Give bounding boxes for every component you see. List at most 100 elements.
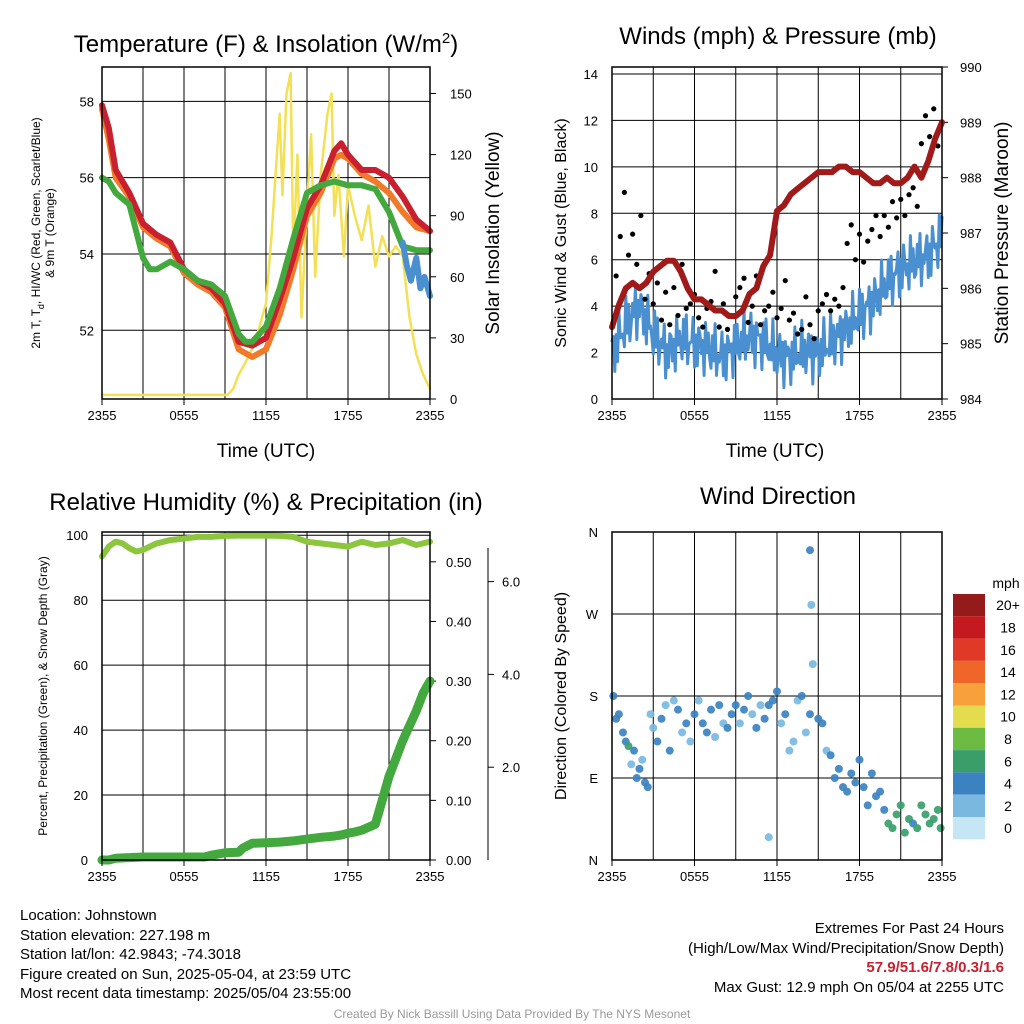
gust-point <box>927 134 933 140</box>
gust-point <box>724 326 731 332</box>
direction-point <box>630 746 638 755</box>
extremes-info: Extremes For Past 24 Hours (High/Low/Max… <box>688 919 1004 997</box>
colorbar-swatch <box>953 817 985 840</box>
y3-tick-label: 4.0 <box>502 667 520 682</box>
direction-point <box>614 710 623 719</box>
gust-point <box>902 212 908 219</box>
y2-tick-label: 0 <box>450 392 457 407</box>
gust-point <box>910 185 916 191</box>
direction-point <box>760 714 769 723</box>
direction-point <box>851 778 860 787</box>
direction-point <box>867 769 876 778</box>
direction-point <box>789 737 798 746</box>
gust-point <box>881 212 887 219</box>
direction-point <box>682 719 691 728</box>
x-tick-label: 0555 <box>170 408 199 423</box>
max-gust-text: Max Gust: 12.9 mph On 05/04 at 2255 UTC <box>713 978 1004 996</box>
location-text: Location: Johnstown <box>20 907 157 924</box>
direction-point <box>624 742 633 751</box>
ylabel-part: , HI/WC (Red, Green, Scarlet/Blue) <box>29 117 43 304</box>
gust-point <box>613 273 619 279</box>
y2-tick-label: 985 <box>960 337 982 352</box>
direction-point <box>896 801 905 810</box>
temperature-panel: 52 54 56 58 0 30 60 90 120 150 2355 0555 1155 1755 235… <box>80 66 472 423</box>
x-tick-label: 2355 <box>598 869 627 884</box>
x-tick-label: 1155 <box>252 408 280 423</box>
y2-tick-label: 90 <box>450 209 464 224</box>
direction-point <box>686 737 695 746</box>
direction-point <box>807 600 816 609</box>
gust-point <box>935 143 941 149</box>
x-tick-label: 1755 <box>334 869 363 884</box>
gust-point <box>836 303 842 309</box>
y2-tick-label: 0.30 <box>446 674 471 689</box>
colorbar-swatch <box>953 794 985 817</box>
temperature-title: Temperature (F) & Insolation (W/m2) <box>74 30 458 58</box>
recent-data-text: Most recent data timestamp: 2025/05/04 2… <box>20 985 352 1002</box>
y2-tick-label: 120 <box>450 148 472 163</box>
direction-point <box>707 705 715 714</box>
colorbar-label: 18 <box>1000 619 1016 635</box>
x-tick-label: 1755 <box>334 408 363 423</box>
gust-point <box>774 315 780 321</box>
direction-point <box>678 728 687 737</box>
direction-point <box>764 833 773 842</box>
colorbar-swatch <box>953 660 985 684</box>
direction-point <box>632 774 641 782</box>
x-tick-label: 2355 <box>88 408 117 423</box>
temperature-ylabel: 2m T, Td, HI/WC (Red, Green, Scarlet/Blu… <box>29 117 46 348</box>
latlon-text: Station lat/lon: 42.9843; -74.3018 <box>20 946 242 963</box>
colorbar-label: 6 <box>1004 753 1012 769</box>
title-superscript: 2 <box>442 30 450 47</box>
gust-point <box>922 113 929 119</box>
y2-tick-label: 0.50 <box>446 555 471 570</box>
gust-point <box>786 317 792 323</box>
gust-point <box>621 189 627 195</box>
colorbar-swatch <box>953 772 985 795</box>
temperature-xlabel: Time (UTC) <box>217 441 316 462</box>
x-tick-label: 0555 <box>680 869 709 884</box>
rh-line <box>99 532 433 560</box>
direction-point <box>665 746 674 755</box>
direction-point <box>635 764 644 773</box>
direction-point <box>917 801 926 810</box>
gust-point <box>630 231 636 237</box>
sonic-wind-line <box>610 213 944 390</box>
x-tick-label: 0555 <box>170 869 199 884</box>
direction-point <box>698 719 707 728</box>
humidity-ylabel: Percent, Precipitation (Green), & Snow D… <box>36 556 50 835</box>
y-tick-label: 58 <box>80 94 94 109</box>
colorbar-swatch <box>953 616 985 639</box>
y2-tick-label: 0.10 <box>446 793 471 808</box>
direction-point <box>674 705 682 714</box>
y-tick-label: 2 <box>591 346 598 361</box>
direction-point <box>661 701 670 710</box>
gust-point <box>803 294 809 300</box>
gust-point <box>832 296 838 302</box>
y2-tick-label: 150 <box>450 86 472 101</box>
direction-point <box>619 728 627 737</box>
humidity-title: Relative Humidity (%) & Precipitation (i… <box>49 489 482 516</box>
x-tick-label: 2355 <box>928 408 957 423</box>
colorbar-label: 16 <box>1000 642 1016 658</box>
gust-point <box>914 203 920 209</box>
x-tick-label: 0555 <box>680 408 709 423</box>
y-tick-label: 12 <box>584 113 598 128</box>
direction-point <box>657 714 666 723</box>
winds-xlabel: Time (UTC) <box>726 441 825 462</box>
colorbar-label: 10 <box>1000 709 1016 725</box>
temperature-ylabel-line2: & 9m T (Orange) <box>43 188 57 278</box>
direction-point <box>773 687 781 696</box>
gust-point <box>861 259 867 265</box>
gust-point <box>807 322 813 328</box>
y-tick-label: 60 <box>74 658 88 673</box>
direction-point <box>797 692 806 700</box>
gust-point <box>815 308 821 314</box>
colorbar-swatch <box>953 750 985 773</box>
gust-point <box>778 305 784 312</box>
colorbar-title: mph <box>992 575 1019 591</box>
direction-point <box>768 696 777 705</box>
gust-point <box>749 303 755 309</box>
